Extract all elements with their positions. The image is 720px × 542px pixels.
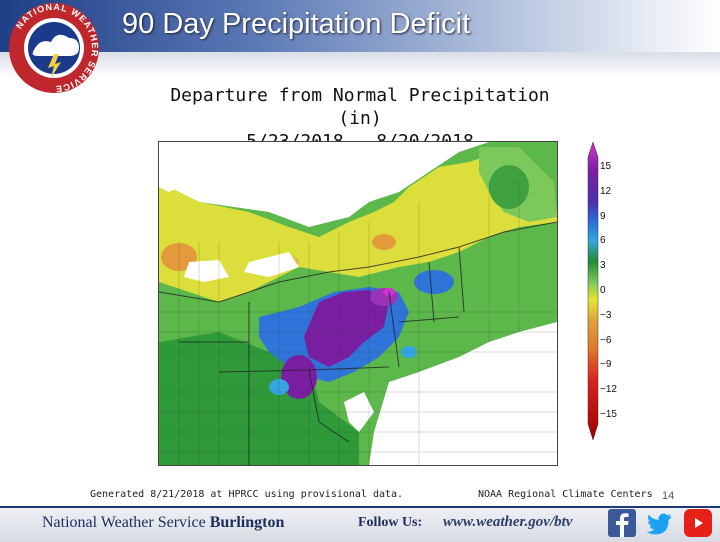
map-credit-right: NOAA Regional Climate Centers [478,489,653,500]
facebook-icon[interactable] [608,509,636,537]
legend-colorbar [587,142,599,441]
header-bar [0,0,720,52]
footer-org: National Weather Service Burlington [42,514,284,532]
map-title-line1: Departure from Normal Precipitation (in) [170,85,550,129]
footer-org-prefix: National Weather Service [42,514,206,531]
legend-tick-label: −15 [600,409,617,420]
legend-tick-label: −12 [600,384,617,396]
legend-tick-label: 0 [600,285,606,296]
legend-tick-label: 9 [600,210,606,222]
nws-logo: NATIONAL WEATHER SERVICE [9,2,99,94]
map-graphic [159,142,557,465]
map-title: Departure from Normal Precipitation (in)… [160,84,560,153]
legend-tick-label: −9 [600,359,612,371]
website-link[interactable]: www.weather.gov/btv [443,514,573,530]
legend-tick-label: −6 [600,334,612,346]
footer-bar [0,506,720,542]
legend-tick-label: 15 [600,161,612,172]
legend-tick-label: −3 [600,309,612,321]
footer-org-office: Burlington [209,514,285,531]
header-shade [0,52,720,78]
legend-tick-label: 6 [600,235,606,247]
precipitation-map [158,141,558,466]
legend-tick-label: 12 [600,185,612,197]
slide-title: 90 Day Precipitation Deficit [122,8,471,40]
twitter-icon[interactable] [645,509,673,537]
youtube-icon[interactable] [684,509,712,537]
follow-us-label: Follow Us: [358,515,423,530]
legend-tick-label: 3 [600,260,606,272]
map-credit-left: Generated 8/21/2018 at HPRCC using provi… [90,489,404,500]
page-number: 14 [662,490,675,502]
